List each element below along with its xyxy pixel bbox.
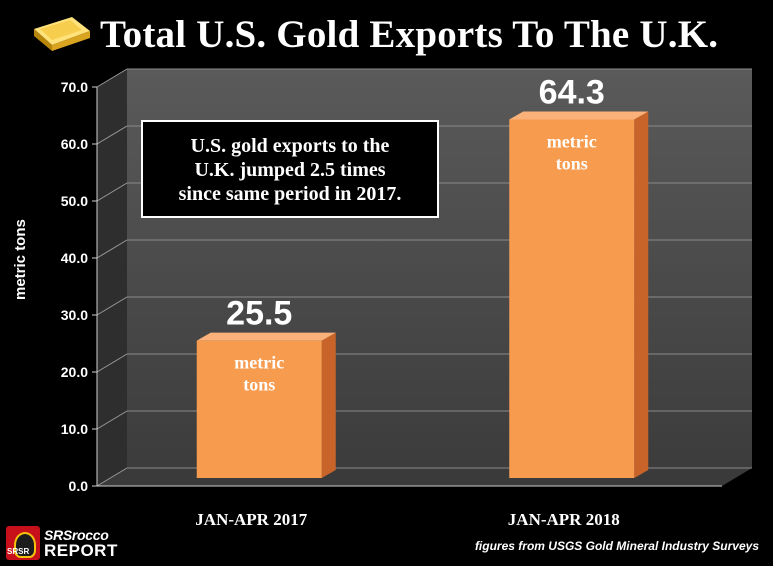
data-unit-label: tons bbox=[243, 375, 275, 395]
logo-text-report: REPORT bbox=[44, 541, 118, 560]
source-note: figures from USGS Gold Mineral Industry … bbox=[474, 539, 759, 553]
logo-badge-text: SRSR bbox=[7, 547, 30, 556]
data-label: 25.5 bbox=[226, 295, 292, 333]
x-tick-label: JAN-APR 2018 bbox=[508, 510, 620, 529]
gridline-side bbox=[96, 182, 128, 202]
y-tick-label: 70.0 bbox=[61, 79, 88, 95]
annotation-line: U.K. jumped 2.5 times bbox=[194, 159, 386, 181]
data-unit-label: metric bbox=[234, 353, 284, 373]
plot-side-wall bbox=[97, 69, 127, 486]
bar-side bbox=[634, 111, 649, 479]
y-tick-label: 60.0 bbox=[61, 136, 88, 152]
y-tick-label: 40.0 bbox=[61, 250, 88, 266]
plot-floor bbox=[97, 468, 752, 486]
chart-title: Total U.S. Gold Exports To The U.K. bbox=[100, 13, 719, 56]
bar-side bbox=[321, 332, 336, 478]
bar bbox=[196, 340, 322, 478]
gridline-side bbox=[96, 410, 128, 430]
y-tick-label: 10.0 bbox=[61, 421, 88, 437]
y-tick-label: 50.0 bbox=[61, 193, 88, 209]
bar-top bbox=[509, 111, 649, 120]
y-tick-label: 30.0 bbox=[61, 307, 88, 323]
y-tick-label: 0.0 bbox=[69, 478, 89, 494]
annotation-line: since same period in 2017. bbox=[178, 183, 402, 205]
data-unit-label: metric bbox=[547, 131, 597, 151]
data-unit-label: tons bbox=[556, 153, 588, 173]
gridline-side bbox=[96, 239, 128, 259]
gold-bar-icon bbox=[34, 17, 90, 51]
annotation-line: U.S. gold exports to the bbox=[190, 135, 390, 157]
y-tick-label: 20.0 bbox=[61, 364, 88, 380]
gridline-side bbox=[96, 467, 128, 487]
bar-top bbox=[196, 332, 336, 341]
gridline-side bbox=[96, 125, 128, 145]
srsrocco-logo: SRSR SRSrocco REPORT bbox=[6, 526, 132, 560]
y-axis-label: metric tons bbox=[12, 219, 29, 300]
x-tick-label: JAN-APR 2017 bbox=[195, 510, 307, 529]
bar bbox=[509, 119, 635, 479]
logo-text-srsrocco: SRSrocco bbox=[44, 527, 109, 543]
gridline-side bbox=[96, 353, 128, 373]
data-label: 64.3 bbox=[539, 73, 605, 111]
logo-badge-icon: SRSR bbox=[6, 526, 40, 560]
gridline-side bbox=[96, 296, 128, 316]
annotation-box: U.S. gold exports to the U.K. jumped 2.5… bbox=[141, 120, 439, 218]
gridline-side bbox=[96, 68, 128, 88]
